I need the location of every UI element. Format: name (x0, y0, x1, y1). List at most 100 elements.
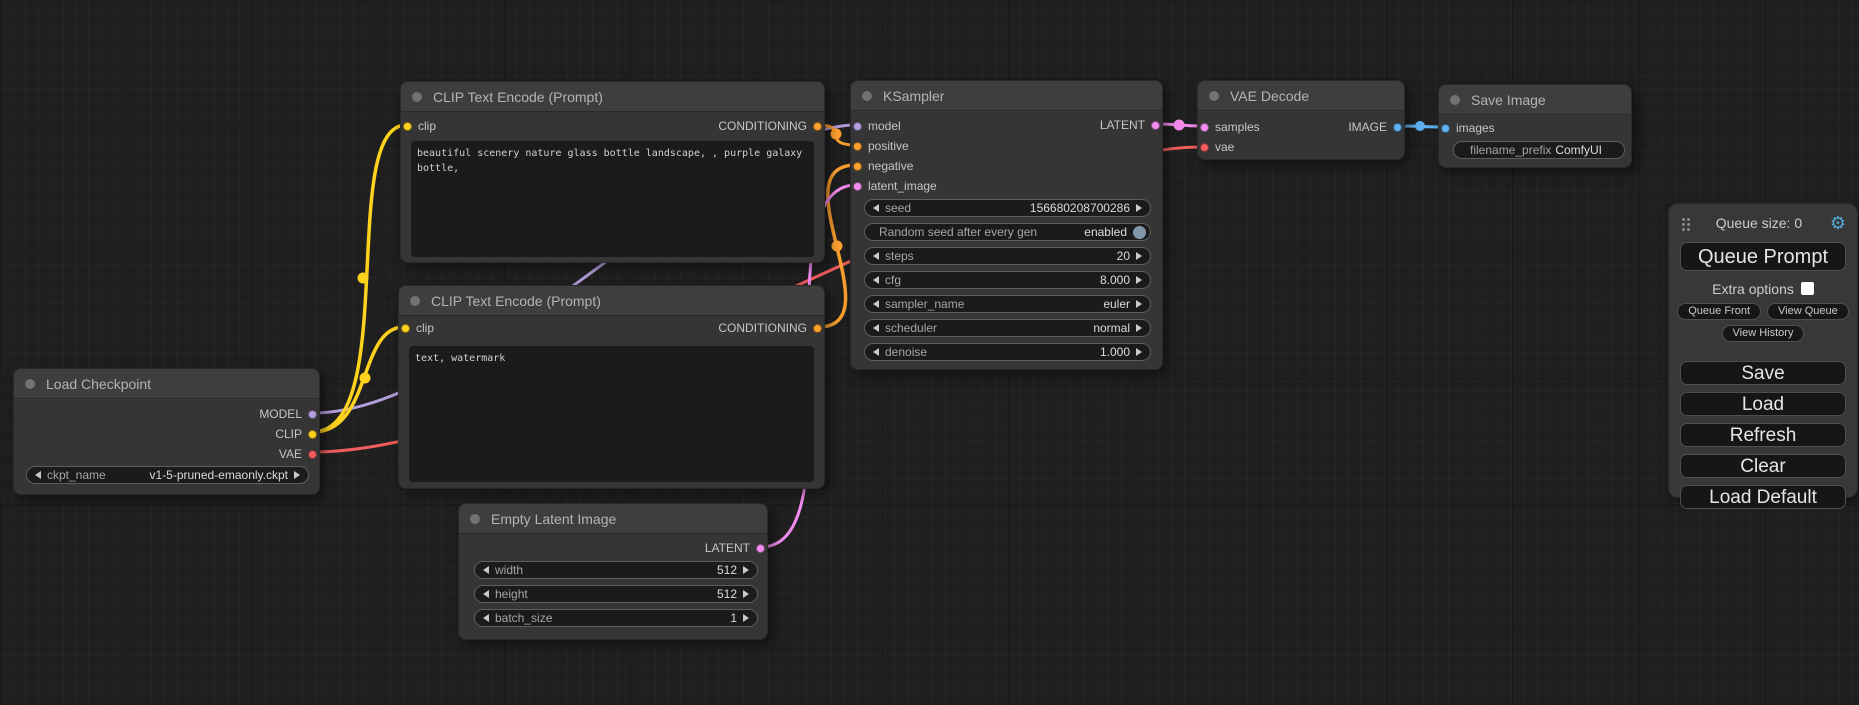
clip-port-icon[interactable] (403, 121, 412, 131)
input-vae[interactable]: vae (1200, 140, 1234, 154)
collapse-dot-icon[interactable] (1209, 90, 1219, 101)
collapse-dot-icon[interactable] (862, 90, 872, 101)
prev-arrow-icon[interactable] (873, 300, 879, 308)
collapse-dot-icon[interactable] (25, 378, 35, 389)
node-empty-latent-image[interactable]: Empty Latent Image LATENT width 512 heig… (458, 503, 768, 640)
conditioning-port-icon[interactable] (813, 121, 822, 131)
next-arrow-icon[interactable] (1136, 204, 1142, 212)
output-conditioning[interactable]: CONDITIONING (718, 321, 822, 335)
image-port-icon[interactable] (1441, 123, 1450, 133)
model-port-icon[interactable] (853, 121, 862, 131)
drag-handle-icon[interactable] (1682, 217, 1685, 221)
image-port-icon[interactable] (1393, 122, 1402, 132)
node-clip-text-encode-negative[interactable]: CLIP Text Encode (Prompt) clip CONDITION… (398, 285, 825, 489)
input-latent-image[interactable]: latent_image (853, 179, 937, 193)
clear-button[interactable]: Clear (1680, 454, 1846, 478)
view-history-button[interactable]: View History (1721, 325, 1805, 342)
extra-options-checkbox[interactable] (1800, 282, 1814, 295)
output-latent[interactable]: LATENT (1100, 118, 1160, 132)
collapse-dot-icon[interactable] (412, 91, 422, 102)
node-title-bar[interactable]: KSampler (851, 81, 1162, 111)
cfg-widget[interactable]: cfg 8.000 (864, 271, 1151, 289)
node-save-image[interactable]: Save Image images filename_prefix ComfyU… (1438, 84, 1632, 168)
denoise-widget[interactable]: denoise 1.000 (864, 343, 1151, 361)
next-arrow-icon[interactable] (1136, 348, 1142, 356)
prev-arrow-icon[interactable] (873, 276, 879, 284)
batch-size-widget[interactable]: batch_size 1 (474, 609, 758, 627)
next-arrow-icon[interactable] (743, 614, 749, 622)
steps-widget[interactable]: steps 20 (864, 247, 1151, 265)
load-default-button[interactable]: Load Default (1680, 485, 1846, 509)
conditioning-port-icon[interactable] (853, 161, 862, 171)
collapse-dot-icon[interactable] (470, 513, 480, 524)
negative-prompt-textarea[interactable]: text, watermark (409, 346, 814, 482)
filename-prefix-widget[interactable]: filename_prefix ComfyUI (1453, 141, 1625, 159)
next-arrow-icon[interactable] (294, 471, 300, 479)
scheduler-widget[interactable]: scheduler normal (864, 319, 1151, 337)
clip-port-icon[interactable] (401, 323, 410, 333)
input-model[interactable]: model (853, 119, 901, 133)
vae-port-icon[interactable] (1200, 142, 1209, 152)
latent-port-icon[interactable] (1151, 120, 1160, 130)
next-arrow-icon[interactable] (743, 566, 749, 574)
prev-arrow-icon[interactable] (873, 324, 879, 332)
input-images[interactable]: images (1441, 121, 1495, 135)
settings-gear-icon[interactable]: ⚙ (1829, 213, 1846, 233)
prev-arrow-icon[interactable] (483, 566, 489, 574)
output-latent[interactable]: LATENT (705, 541, 765, 555)
input-clip[interactable]: clip (403, 119, 436, 133)
collapse-dot-icon[interactable] (1450, 94, 1460, 105)
ckpt-name-widget[interactable]: ckpt_name v1-5-pruned-emaonly.ckpt (26, 466, 309, 484)
node-title-bar[interactable]: VAE Decode (1198, 81, 1404, 111)
conditioning-port-icon[interactable] (813, 323, 822, 333)
width-widget[interactable]: width 512 (474, 561, 758, 579)
load-button[interactable]: Load (1680, 392, 1846, 416)
clip-port-icon[interactable] (308, 429, 317, 439)
node-ksampler[interactable]: KSampler model positive negative latent_… (850, 80, 1163, 370)
output-vae[interactable]: VAE (279, 447, 317, 461)
next-arrow-icon[interactable] (1136, 324, 1142, 332)
output-model[interactable]: MODEL (259, 407, 317, 421)
input-positive[interactable]: positive (853, 139, 909, 153)
output-image[interactable]: IMAGE (1348, 120, 1402, 134)
node-load-checkpoint[interactable]: Load Checkpoint MODEL CLIP VAE ckpt_name… (13, 368, 320, 495)
collapse-dot-icon[interactable] (410, 295, 420, 306)
input-clip[interactable]: clip (401, 321, 434, 335)
node-title-bar[interactable]: CLIP Text Encode (Prompt) (399, 286, 824, 316)
prev-arrow-icon[interactable] (873, 204, 879, 212)
refresh-button[interactable]: Refresh (1680, 423, 1846, 447)
prev-arrow-icon[interactable] (35, 471, 41, 479)
positive-prompt-textarea[interactable]: beautiful scenery nature glass bottle la… (411, 141, 814, 257)
queue-prompt-button[interactable]: Queue Prompt (1680, 242, 1846, 271)
next-arrow-icon[interactable] (743, 590, 749, 598)
queue-front-button[interactable]: Queue Front (1677, 303, 1762, 320)
next-arrow-icon[interactable] (1136, 252, 1142, 260)
output-conditioning[interactable]: CONDITIONING (718, 119, 822, 133)
seed-widget[interactable]: seed 156680208700286 (864, 199, 1151, 217)
save-button[interactable]: Save (1680, 361, 1846, 385)
node-title-bar[interactable]: Load Checkpoint (14, 369, 319, 399)
latent-port-icon[interactable] (853, 181, 862, 191)
node-title-bar[interactable]: Empty Latent Image (459, 504, 767, 534)
vae-port-icon[interactable] (308, 449, 317, 459)
prev-arrow-icon[interactable] (873, 348, 879, 356)
node-title-bar[interactable]: CLIP Text Encode (Prompt) (401, 82, 824, 112)
node-title-bar[interactable]: Save Image (1439, 85, 1631, 115)
toggle-knob-icon[interactable] (1133, 225, 1146, 239)
next-arrow-icon[interactable] (1136, 276, 1142, 284)
prev-arrow-icon[interactable] (873, 252, 879, 260)
prev-arrow-icon[interactable] (483, 614, 489, 622)
view-queue-button[interactable]: View Queue (1767, 303, 1849, 320)
model-port-icon[interactable] (308, 409, 317, 419)
next-arrow-icon[interactable] (1136, 300, 1142, 308)
output-clip[interactable]: CLIP (275, 427, 317, 441)
latent-port-icon[interactable] (756, 543, 765, 553)
node-vae-decode[interactable]: VAE Decode samples vae IMAGE (1197, 80, 1405, 160)
prev-arrow-icon[interactable] (483, 590, 489, 598)
height-widget[interactable]: height 512 (474, 585, 758, 603)
latent-port-icon[interactable] (1200, 122, 1209, 132)
random-seed-toggle[interactable]: Random seed after every gen enabled (864, 223, 1151, 241)
sampler-name-widget[interactable]: sampler_name euler (864, 295, 1151, 313)
conditioning-port-icon[interactable] (853, 141, 862, 151)
